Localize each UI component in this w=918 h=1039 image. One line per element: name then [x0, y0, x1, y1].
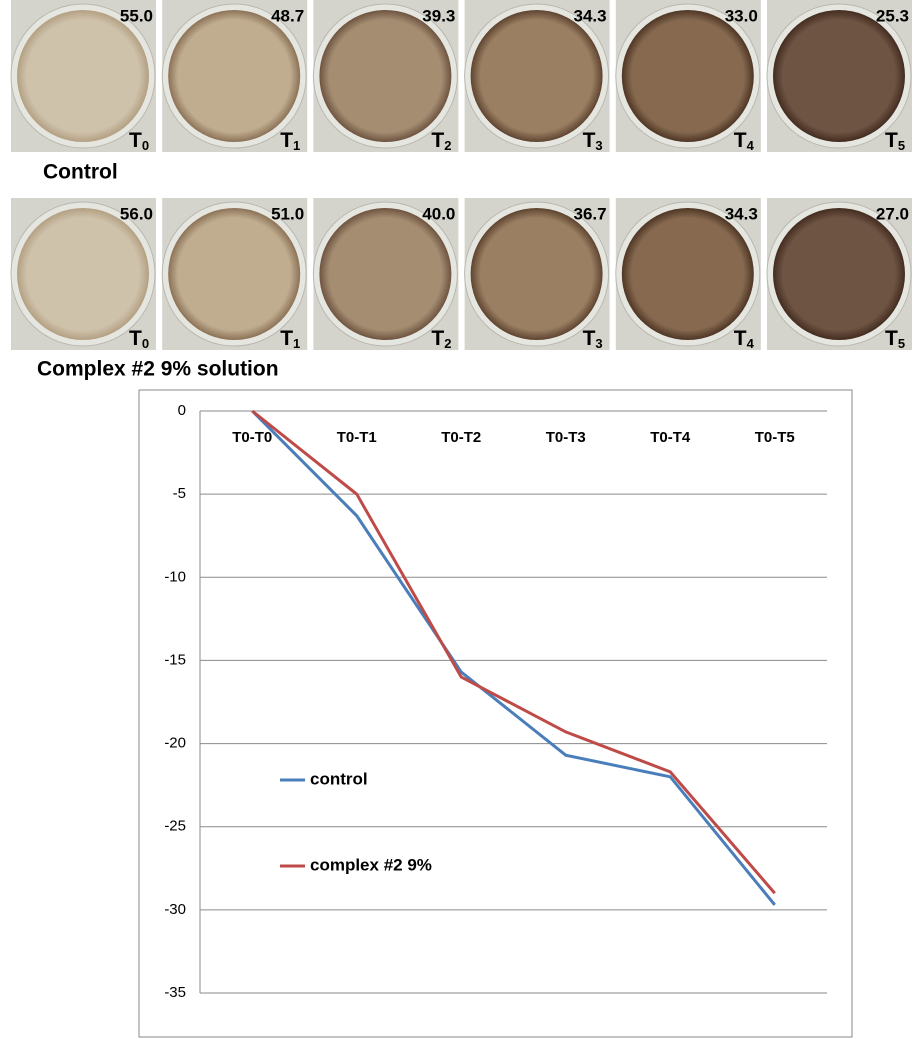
time-label: T1 [280, 129, 300, 154]
time-label: T3 [583, 129, 603, 154]
time-main: T [280, 327, 293, 350]
time-main: T [431, 129, 444, 152]
time-main: T [734, 327, 747, 350]
dish [470, 10, 603, 142]
dish [470, 208, 603, 340]
legend-label: control [310, 769, 368, 788]
dish [773, 10, 905, 142]
time-label: T5 [885, 327, 905, 352]
time-sub: 5 [898, 138, 905, 153]
value-label: 25.3 [876, 6, 909, 25]
time-sub: 1 [293, 138, 300, 153]
time-label: T3 [583, 327, 603, 352]
time-sub: 0 [142, 336, 149, 351]
dish [319, 208, 452, 340]
series-line [251, 409, 776, 906]
value-label: 33.0 [725, 6, 758, 25]
time-sub: 2 [444, 336, 451, 351]
value-label: 55.0 [120, 6, 153, 25]
time-label: T4 [734, 129, 755, 154]
y-tick-label: -35 [164, 984, 186, 1001]
y-tick-label: -5 [173, 485, 186, 502]
dish [168, 10, 301, 142]
x-tick-label: T0-T3 [546, 429, 586, 446]
y-tick-label: -25 [164, 818, 186, 835]
legend-label: complex #2 9% [310, 855, 432, 874]
value-label: 27.0 [876, 204, 909, 223]
dish [319, 10, 452, 142]
time-main: T [583, 327, 596, 350]
y-tick-label: -20 [164, 735, 186, 752]
time-label: T2 [431, 129, 451, 154]
y-tick-label: 0 [178, 402, 186, 419]
time-main: T [129, 327, 142, 350]
dish [621, 10, 754, 142]
time-sub: 1 [293, 336, 300, 351]
value-label: 40.0 [422, 204, 455, 223]
time-label: T0 [129, 327, 149, 352]
time-main: T [885, 129, 898, 152]
value-label: 39.3 [422, 6, 455, 25]
x-tick-label: T0-T4 [650, 429, 691, 446]
time-main: T [734, 129, 747, 152]
x-tick-label: T0-T2 [441, 429, 481, 446]
panel-label: Control [43, 161, 118, 184]
value-label: 36.7 [574, 204, 607, 223]
time-label: T4 [734, 327, 755, 352]
value-label: 51.0 [271, 204, 304, 223]
time-main: T [885, 327, 898, 350]
dish [17, 10, 149, 142]
dish [773, 208, 905, 340]
value-label: 34.3 [574, 6, 607, 25]
time-sub: 0 [142, 138, 149, 153]
time-main: T [280, 129, 293, 152]
time-sub: 3 [595, 336, 602, 351]
time-main: T [431, 327, 444, 350]
value-label: 34.3 [725, 204, 758, 223]
time-sub: 4 [747, 138, 755, 153]
dish [168, 208, 301, 340]
time-label: T5 [885, 129, 905, 154]
time-sub: 3 [595, 138, 602, 153]
time-sub: 2 [444, 138, 451, 153]
y-tick-label: -10 [164, 568, 186, 585]
series-line [251, 409, 776, 895]
time-main: T [583, 129, 596, 152]
dish [17, 208, 149, 340]
panel-label: Complex #2 9% solution [37, 358, 279, 381]
dish [621, 208, 754, 340]
y-tick-label: -30 [164, 901, 186, 918]
chart-frame [138, 389, 853, 1038]
time-sub: 5 [898, 336, 905, 351]
time-label: T2 [431, 327, 451, 352]
time-main: T [129, 129, 142, 152]
time-sub: 4 [747, 336, 755, 351]
x-tick-label: T0-T1 [337, 429, 377, 446]
x-tick-label: T0-T0 [232, 429, 272, 446]
time-label: T1 [280, 327, 300, 352]
value-label: 48.7 [271, 6, 304, 25]
x-tick-label: T0-T5 [755, 429, 795, 446]
value-label: 56.0 [120, 204, 153, 223]
time-label: T0 [129, 129, 149, 154]
y-tick-label: -15 [164, 651, 186, 668]
